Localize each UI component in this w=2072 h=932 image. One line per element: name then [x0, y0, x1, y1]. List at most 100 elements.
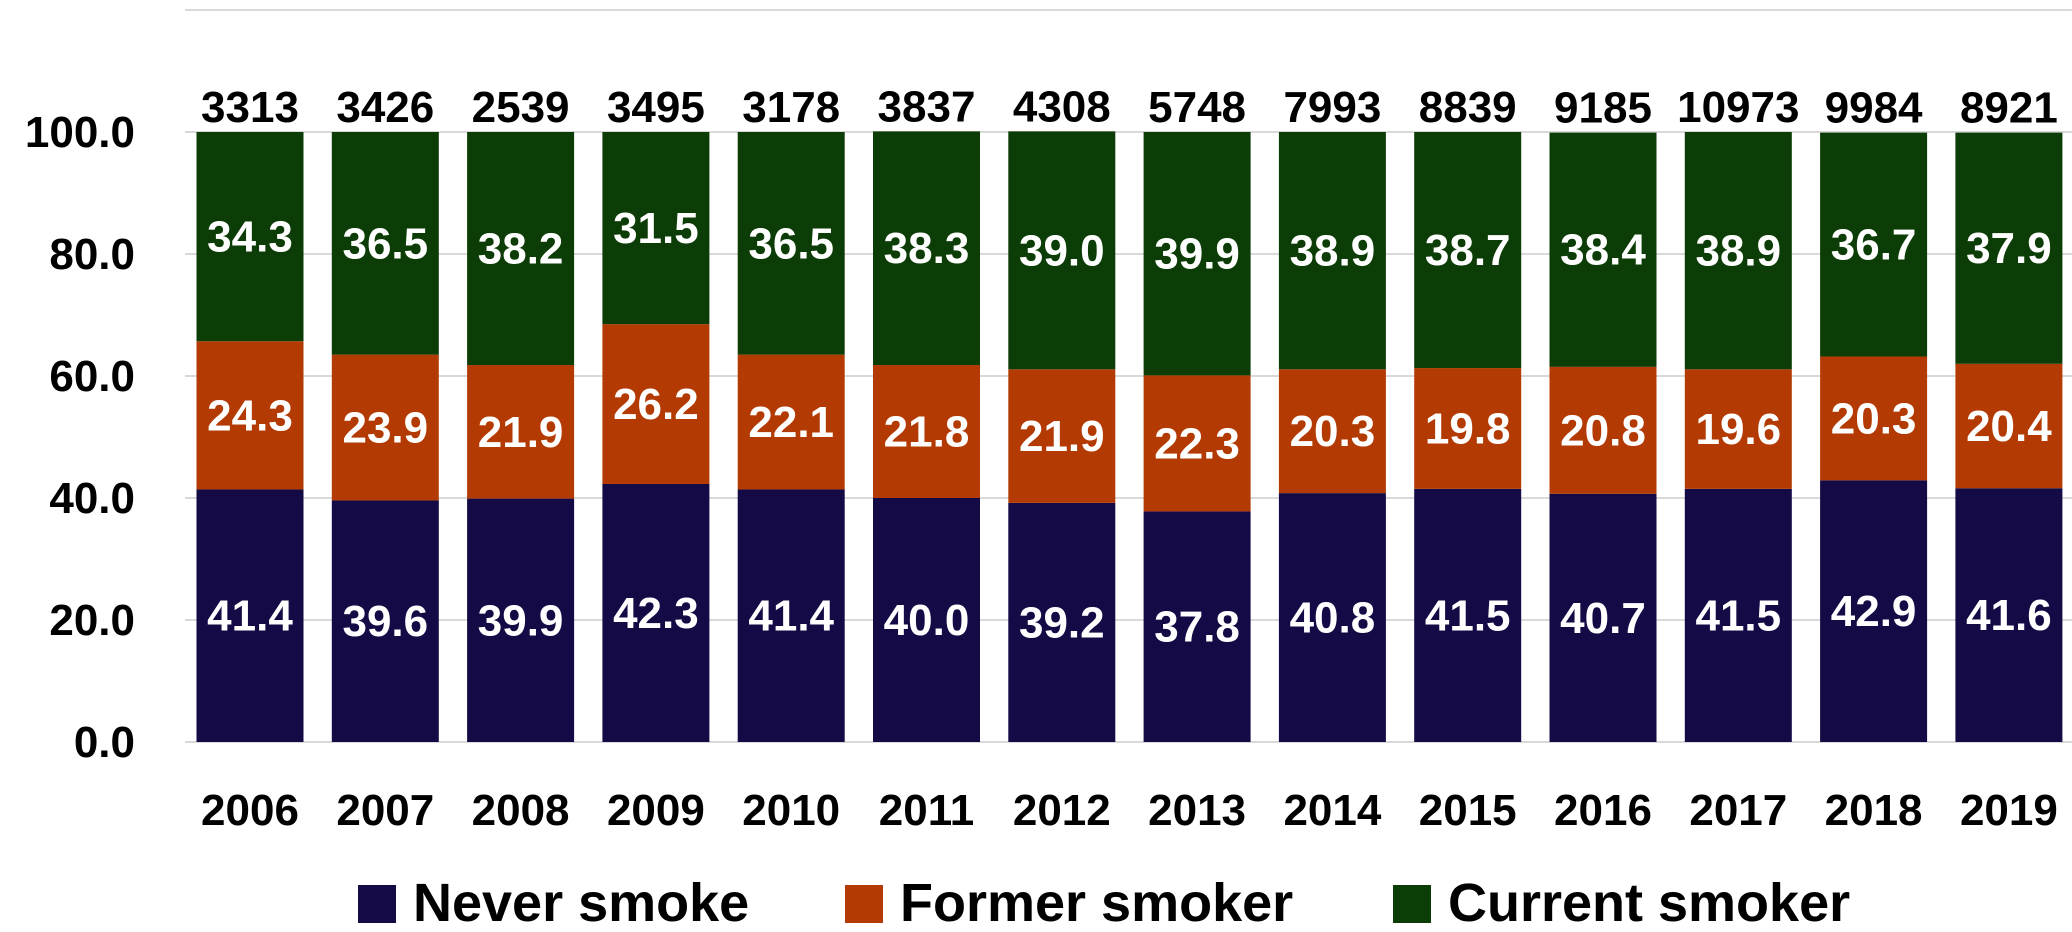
bar-segment — [1684, 132, 1792, 370]
segment-value-label: 38.2 — [478, 225, 564, 274]
segment-value-label: 21.9 — [478, 408, 564, 457]
bar-segment — [1820, 480, 1928, 742]
bar-segment — [1414, 132, 1522, 369]
x-tick-label: 2016 — [1554, 786, 1652, 835]
segment-value-label: 41.6 — [1966, 591, 2052, 640]
legend-swatch — [845, 885, 883, 923]
segment-value-label: 22.1 — [748, 398, 834, 447]
x-tick-label: 2008 — [472, 786, 570, 835]
bar-segment — [1414, 368, 1522, 489]
bars — [196, 131, 2063, 742]
segment-value-label: 37.8 — [1154, 603, 1240, 652]
x-tick-label: 2013 — [1148, 786, 1246, 835]
segment-value-label: 39.2 — [1019, 598, 1105, 647]
bar-segment — [1820, 132, 1928, 357]
x-tick-label: 2010 — [742, 786, 840, 835]
segment-value-label: 41.4 — [207, 592, 293, 641]
bar-total-label: 9185 — [1554, 84, 1652, 133]
bar-total-label: 2539 — [472, 83, 570, 132]
segment-value-label: 20.8 — [1560, 406, 1646, 455]
bar-segment — [873, 131, 980, 366]
bar-segment — [1143, 511, 1251, 742]
bar-total-label: 3837 — [878, 82, 976, 131]
bar-total-label: 7993 — [1283, 83, 1381, 132]
segment-value-label: 36.7 — [1831, 221, 1917, 270]
bar-total-label: 4308 — [1013, 82, 1111, 131]
segment-value-label: 40.0 — [884, 596, 970, 645]
legend-label: Current smoker — [1448, 873, 1850, 927]
segment-value-label: 41.5 — [1425, 591, 1511, 640]
segment-value-label: 20.3 — [1831, 394, 1917, 443]
bar-segment — [1278, 132, 1386, 370]
bar-total-label: 3495 — [607, 83, 705, 132]
legend-label: Never smoke — [413, 873, 749, 927]
segment-value-label: 37.9 — [1966, 224, 2052, 273]
bar-segment — [331, 132, 439, 355]
bar-segment — [873, 365, 980, 498]
legend-swatch — [358, 885, 396, 923]
bar-segment — [467, 132, 575, 366]
segment-value-label: 26.2 — [613, 380, 699, 429]
bar-segment — [331, 500, 439, 742]
segment-value-label: 39.6 — [342, 597, 428, 646]
bar-segment — [467, 498, 575, 742]
segment-value-label: 38.7 — [1425, 226, 1511, 275]
bar-segment — [737, 132, 845, 355]
bar-segment — [1549, 493, 1657, 742]
segment-value-label: 19.8 — [1425, 404, 1511, 453]
bar-segment — [1278, 369, 1386, 494]
bar-segment — [1820, 356, 1928, 481]
bar-segment — [467, 365, 575, 499]
segment-value-label: 31.5 — [613, 204, 699, 253]
y-tick-label: 60.0 — [49, 352, 135, 401]
bar-total-label: 10973 — [1677, 83, 1799, 132]
segment-value-label: 20.3 — [1290, 407, 1376, 456]
bar-segment — [1955, 488, 2063, 742]
x-tick-label: 2014 — [1283, 786, 1381, 835]
x-tick-label: 2009 — [607, 786, 705, 835]
segment-value-label: 36.5 — [748, 219, 834, 268]
x-tick-label: 2012 — [1013, 786, 1111, 835]
segment-value-label: 38.9 — [1290, 227, 1376, 276]
bar-segment — [1549, 132, 1657, 367]
segment-value-label: 41.5 — [1695, 591, 1781, 640]
bar-segment — [737, 354, 845, 490]
x-tick-label: 2015 — [1419, 786, 1517, 835]
bar-segment — [1143, 375, 1251, 512]
x-tick-label: 2018 — [1825, 786, 1923, 835]
bar-segment — [1684, 488, 1792, 742]
segment-value-label: 23.9 — [342, 404, 428, 453]
bar-segment — [196, 132, 304, 342]
bar-segment — [1278, 493, 1386, 742]
segment-value-label: 39.0 — [1019, 226, 1105, 275]
axes: 0.0 20.0 40.0 60.0 80.0 100.0 2006 2007 2008 2009… — [25, 108, 2058, 835]
segment-value-label: 34.3 — [207, 213, 293, 262]
segment-value-label: 22.3 — [1154, 419, 1240, 468]
segment-value-label: 21.9 — [1019, 412, 1105, 461]
y-tick-label: 0.0 — [74, 718, 135, 767]
segment-value-label: 39.9 — [1154, 230, 1240, 279]
data-labels: 41.4 24.3 34.3 3313 39.6 23.9 36.5 3426 39.9 21.9… — [201, 82, 2058, 651]
x-tick-label: 2019 — [1960, 786, 2058, 835]
x-tick-label: 2017 — [1689, 786, 1787, 835]
x-tick-label: 2007 — [336, 786, 434, 835]
bar-segment — [331, 354, 439, 501]
segment-value-label: 38.9 — [1695, 227, 1781, 276]
bar-total-label: 3426 — [336, 83, 434, 132]
legend: Never smoke Former smoker Current smoker — [358, 873, 1850, 932]
bar-segment — [602, 324, 710, 484]
bar-total-label: 5748 — [1148, 83, 1246, 132]
segment-value-label: 36.5 — [342, 219, 428, 268]
y-tick-label: 100.0 — [25, 108, 135, 157]
segment-value-label: 41.4 — [748, 592, 834, 641]
y-tick-label: 80.0 — [49, 230, 135, 279]
bar-segment — [1955, 363, 2063, 489]
segment-value-label: 39.9 — [478, 596, 564, 645]
bar-total-label: 3313 — [201, 83, 299, 132]
bar-segment — [1414, 488, 1522, 742]
segment-value-label: 24.3 — [207, 391, 293, 440]
segment-value-label: 42.3 — [613, 589, 699, 638]
bar-segment — [1684, 369, 1792, 489]
